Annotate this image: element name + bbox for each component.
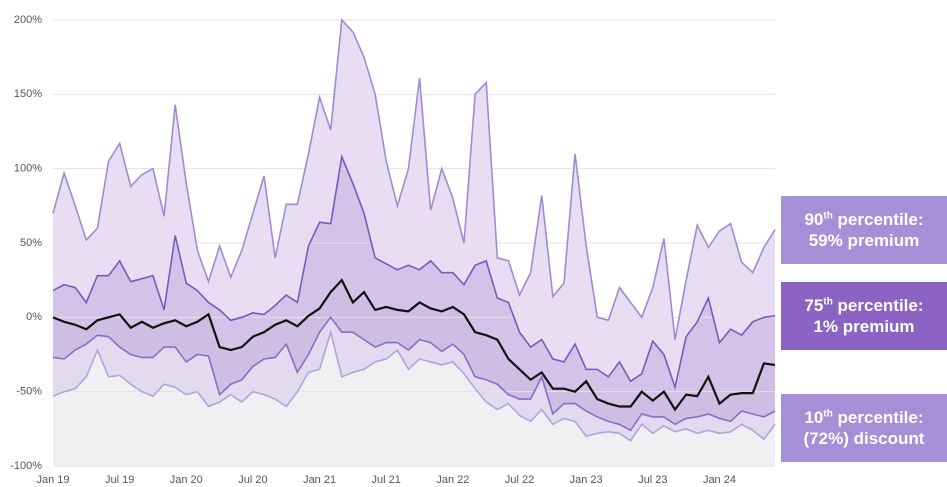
x-tick-label: Jul 19 xyxy=(105,474,134,486)
suffix: th xyxy=(823,210,833,222)
y-tick-label: 200% xyxy=(14,14,42,26)
x-tick-label: Jan 23 xyxy=(570,474,603,486)
band-area xyxy=(53,156,775,410)
series-line xyxy=(52,315,776,432)
series-line xyxy=(52,153,776,391)
x-tick-label: Jul 22 xyxy=(505,474,534,486)
label: percentile: xyxy=(832,407,924,427)
band-area xyxy=(53,332,775,466)
suffix: th xyxy=(823,296,833,308)
annotation-box: 10th percentile: (72%) discount xyxy=(781,394,947,462)
percentile: 10 xyxy=(804,407,824,427)
x-tick-label: Jan 19 xyxy=(36,474,69,486)
x-tick-label: Jan 21 xyxy=(303,474,336,486)
y-tick-label: 150% xyxy=(14,88,42,100)
x-tick-label: Jul 21 xyxy=(372,474,401,486)
annotation-title: 10th percentile: xyxy=(781,407,947,428)
series-line xyxy=(52,18,776,340)
annotation-detail: 1% premium xyxy=(813,317,915,336)
band-area xyxy=(53,20,775,388)
annotation-title: 90th percentile: xyxy=(781,209,947,230)
series-line xyxy=(52,278,776,412)
x-tick-label: Jan 24 xyxy=(703,474,736,486)
suffix: th xyxy=(823,408,833,420)
x-tick-label: Jan 20 xyxy=(170,474,203,486)
percentile: 75 xyxy=(804,295,824,315)
x-tick-label: Jan 22 xyxy=(436,474,469,486)
x-tick-label: Jul 20 xyxy=(238,474,267,486)
band-area xyxy=(53,317,775,441)
y-tick-label: 100% xyxy=(14,163,42,175)
percentile: 90 xyxy=(804,209,824,229)
label: percentile: xyxy=(832,209,924,229)
annotation-detail: 59% premium xyxy=(808,231,920,250)
x-tick-label: Jul 23 xyxy=(638,474,667,486)
series-line xyxy=(52,329,776,442)
annotation-detail: (72%) discount xyxy=(803,429,925,448)
y-tick-label: 50% xyxy=(20,237,42,249)
label: percentile: xyxy=(832,295,924,315)
y-tick-label: 0% xyxy=(26,311,42,323)
y-tick-label: -100% xyxy=(10,460,42,472)
annotation-title: 75th percentile: xyxy=(781,295,947,316)
annotation-box: 90th percentile: 59% premium xyxy=(781,196,947,264)
y-tick-label: -50% xyxy=(16,386,42,398)
annotation-box: 75th percentile: 1% premium xyxy=(781,282,947,350)
